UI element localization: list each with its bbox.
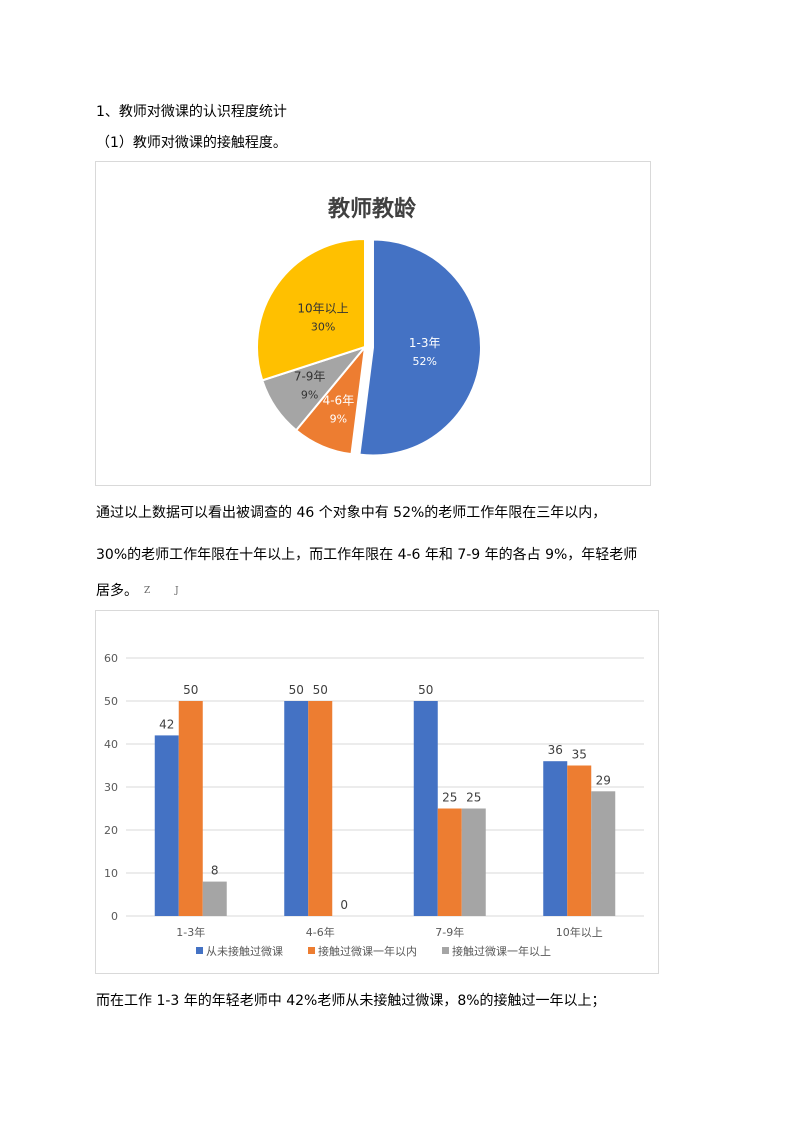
x-tick-label-3: 10年以上 — [556, 925, 603, 939]
bar-3-2 — [591, 791, 616, 916]
y-tick-label-1: 10 — [104, 867, 118, 880]
bar-value-label-2-1: 25 — [442, 791, 457, 805]
bar-1-1 — [308, 701, 333, 916]
bar-2-2 — [461, 808, 486, 916]
x-tick-label-0: 1-3年 — [176, 925, 205, 939]
pie-chart-title: 教师教龄 — [328, 196, 417, 222]
bar-value-label-3-0: 36 — [548, 743, 563, 757]
pie-slice-percent-1: 9% — [330, 412, 347, 425]
y-tick-label-0: 0 — [111, 910, 118, 923]
pie-slice-percent-3: 30% — [311, 321, 335, 334]
y-tick-label-5: 50 — [104, 695, 118, 708]
pie-chart-container: 教师教龄 1-3年 52% 4-6年 9% 7-9年 9% 10年以上 30% — [95, 161, 651, 486]
legend-swatch-0 — [196, 947, 203, 954]
stray-mark-1: Z — [144, 586, 151, 596]
bar-value-label-0-2: 8 — [211, 864, 219, 878]
bar-chart: 0 10 20 30 40 50 60 42 50 8 50 50 0 50 25 25 36 35 29 1-3… — [104, 652, 644, 958]
pie-slice-label-2: 7-9年 — [294, 370, 326, 384]
legend-label-2: 接触过微课一年以上 — [452, 944, 551, 958]
pie-slice-0 — [358, 238, 482, 457]
bar-chart-container: 0 10 20 30 40 50 60 42 50 8 50 50 0 50 25 25 36 35 29 1-3… — [95, 610, 659, 974]
bar-0-0 — [154, 735, 179, 916]
pie-slice-label-0: 1-3年 — [409, 336, 441, 350]
stray-mark-2: J — [175, 586, 179, 596]
y-tick-label-6: 60 — [104, 652, 118, 665]
pie-slice-label-1: 4-6年 — [323, 393, 355, 407]
pie-slice-percent-2: 9% — [301, 389, 318, 402]
bar-2-1 — [437, 808, 462, 916]
bar-value-label-1-2: 0 — [340, 898, 348, 912]
section-heading: 1、教师对微课的认识程度统计 — [96, 104, 287, 120]
bar-value-label-1-0: 50 — [289, 683, 304, 697]
legend-swatch-1 — [308, 947, 315, 954]
y-tick-label-4: 40 — [104, 738, 118, 751]
bar-1-0 — [284, 701, 309, 916]
bar-value-label-0-0: 42 — [159, 717, 174, 731]
paragraph-1-line-3: 居多。 — [96, 583, 138, 599]
bar-value-label-3-1: 35 — [572, 748, 587, 762]
paragraph-2: 而在工作 1-3 年的年轻老师中 42%老师从未接触过微课，8%的接触过一年以上… — [96, 993, 606, 1009]
pie-slice-3 — [256, 237, 366, 382]
bar-3-0 — [543, 761, 568, 916]
legend-label-1: 接触过微课一年以内 — [318, 944, 417, 958]
legend-swatch-2 — [442, 947, 449, 954]
x-tick-label-2: 7-9年 — [435, 925, 464, 939]
pie-slice-percent-0: 52% — [412, 355, 436, 368]
bar-0-2 — [202, 881, 227, 916]
legend-label-0: 从未接触过微课 — [206, 944, 283, 958]
bar-value-label-0-1: 50 — [183, 683, 198, 697]
bar-value-label-1-1: 50 — [313, 683, 328, 697]
pie-chart: 教师教龄 1-3年 52% 4-6年 9% 7-9年 9% 10年以上 30% — [256, 196, 482, 457]
bar-0-1 — [178, 701, 203, 916]
bar-3-1 — [567, 765, 592, 916]
bar-value-label-2-2: 25 — [466, 791, 481, 805]
y-tick-label-2: 20 — [104, 824, 118, 837]
x-tick-label-1: 4-6年 — [306, 925, 335, 939]
bar-value-label-2-0: 50 — [418, 683, 433, 697]
pie-slice-label-3: 10年以上 — [297, 302, 348, 316]
paragraph-1-line-2: 30%的老师工作年限在十年以上，而工作年限在 4-6 年和 7-9 年的各占 9… — [96, 547, 638, 563]
subheading: （1）教师对微课的接触程度。 — [96, 135, 287, 151]
paragraph-1-line-1: 通过以上数据可以看出被调查的 46 个对象中有 52%的老师工作年限在三年以内， — [96, 505, 607, 521]
bar-2-0 — [413, 701, 438, 916]
bar-value-label-3-2: 29 — [596, 773, 611, 787]
y-tick-label-3: 30 — [104, 781, 118, 794]
